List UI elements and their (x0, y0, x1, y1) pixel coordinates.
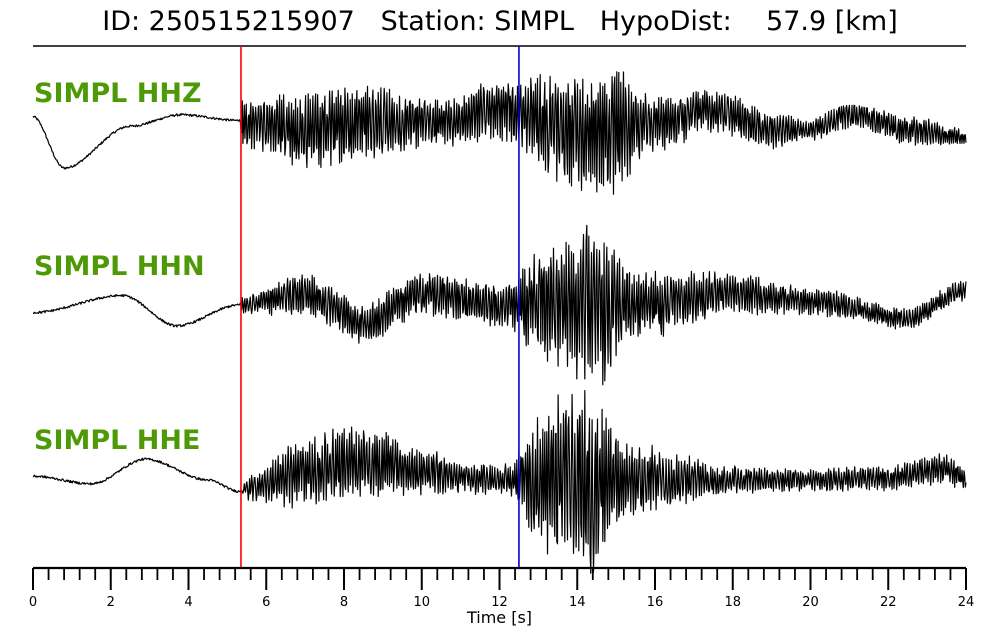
x-tick-label: 2 (107, 595, 115, 610)
x-axis-label: Time [s] (466, 608, 532, 627)
x-tick-label: 12 (491, 595, 508, 610)
waveform-trace (32, 71, 967, 195)
channel-label: SIMPL HHN (34, 251, 205, 282)
x-tick-label: 18 (724, 595, 741, 610)
x-tick-label: 6 (262, 595, 270, 610)
x-tick-label: 22 (880, 595, 897, 610)
chart-title: ID: 250515215907 Station: SIMPL HypoDist… (102, 6, 898, 37)
channel-label-group: SIMPL HHZ SIMPL HHN SIMPL HHE (34, 78, 205, 456)
x-axis: 0 2 4 6 8 10 12 14 16 18 20 22 24 (29, 566, 975, 610)
waveform-trace (32, 390, 967, 574)
channel-label: SIMPL HHZ (34, 78, 202, 109)
x-tick-label: 4 (184, 595, 192, 610)
x-tick-label: 24 (958, 595, 975, 610)
x-tick-label: 16 (647, 595, 664, 610)
x-tick-label: 8 (340, 595, 348, 610)
pick-line-group (240, 46, 520, 568)
x-tick-label: 10 (413, 595, 430, 610)
channel-label: SIMPL HHE (34, 425, 200, 456)
x-tick-label: 20 (802, 595, 819, 610)
x-tick-label: 0 (29, 595, 37, 610)
trace-group (32, 71, 967, 574)
x-tick-label: 14 (569, 595, 586, 610)
waveform-trace (32, 224, 967, 386)
